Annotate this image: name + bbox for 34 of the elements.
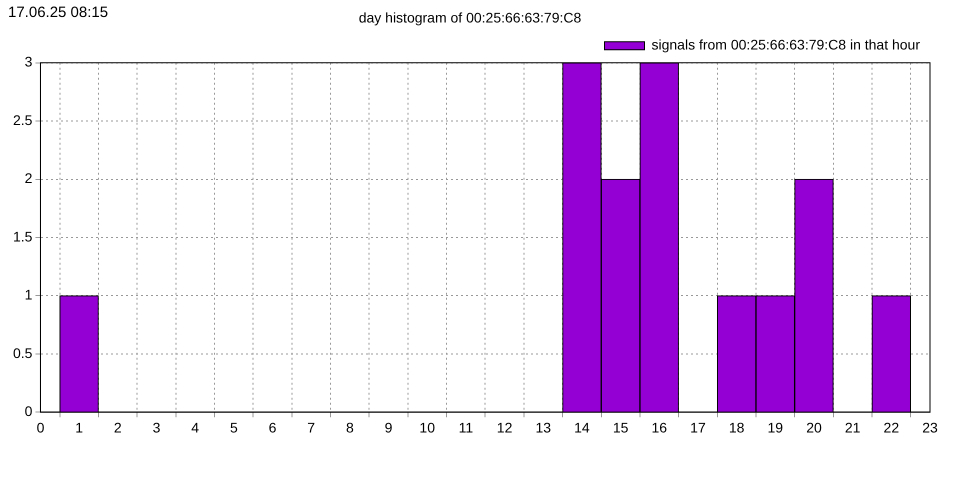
y-tick-label: 0.5 <box>12 344 33 361</box>
y-tick-label: 3 <box>24 54 33 70</box>
chart-title: day histogram of 00:25:66:63:79:C8 <box>358 9 582 26</box>
x-tick-label: 5 <box>230 419 238 436</box>
y-tick-label: 1 <box>24 286 33 303</box>
x-tick-label: 17 <box>690 419 706 436</box>
y-tick-label: 2 <box>24 170 33 186</box>
y-tick-label: 1.5 <box>12 228 33 244</box>
y-tick-label: 0 <box>24 403 33 420</box>
x-tick-label: 22 <box>884 419 900 436</box>
y-tick-label: 2.5 <box>12 112 33 128</box>
x-tick-label: 23 <box>922 419 938 436</box>
x-tick-label: 15 <box>612 419 629 436</box>
x-tick-label: 20 <box>806 419 822 436</box>
x-tick-label: 18 <box>728 419 745 436</box>
text: 17.06.25 08:15 <box>8 4 108 21</box>
x-tick-label: 7 <box>307 419 316 436</box>
x-tick-label: 1 <box>75 419 84 436</box>
legend-label: signals from 00:25:66:63:79:C8 in that hour <box>652 36 920 53</box>
x-tick-label: 14 <box>574 419 590 436</box>
x-tick-label: 10 <box>419 419 436 436</box>
x-tick-label: 3 <box>152 419 161 436</box>
x-tick-label: 9 <box>384 419 393 436</box>
x-tick-label: 4 <box>191 419 200 436</box>
x-tick-label: 21 <box>844 419 861 436</box>
x-tick-label: 19 <box>768 419 784 436</box>
x-tick-label: 6 <box>268 419 277 436</box>
x-tick-label: 16 <box>651 419 668 436</box>
x-tick-label: 13 <box>535 419 552 436</box>
x-tick-label: 2 <box>114 419 122 436</box>
x-tick-label: 0 <box>36 419 45 436</box>
x-tick-label: 8 <box>346 419 354 436</box>
x-tick-label: 12 <box>496 419 513 436</box>
x-tick-label: 11 <box>458 419 474 436</box>
